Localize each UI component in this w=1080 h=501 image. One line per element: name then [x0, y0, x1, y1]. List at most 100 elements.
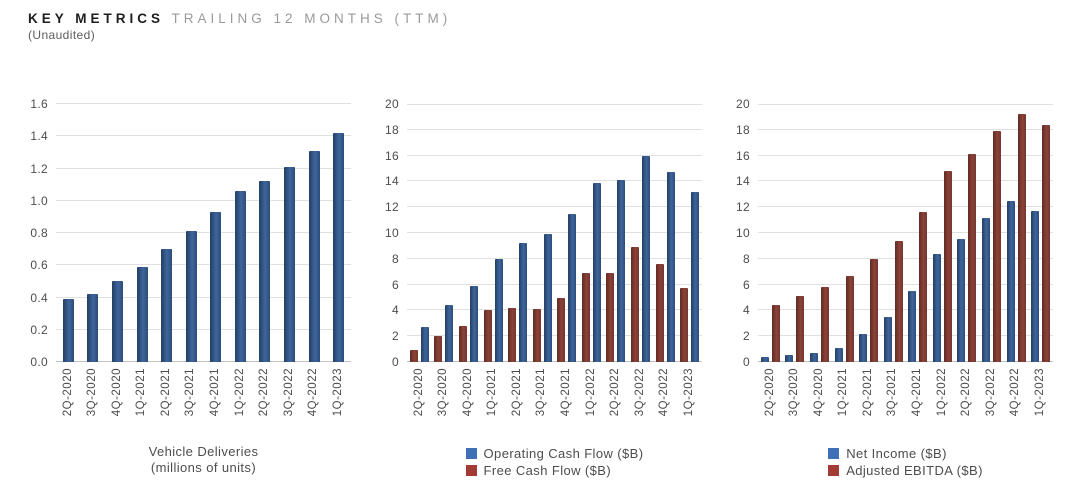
bar	[420, 327, 429, 362]
y-tick-label: 1.0	[30, 193, 48, 208]
bar	[581, 273, 590, 362]
gridline	[56, 135, 351, 137]
x-tick: 1Q-2021	[130, 368, 155, 416]
legend-item: Operating Cash Flow ($B)	[465, 445, 644, 462]
bar-group	[203, 104, 228, 362]
bar	[785, 354, 794, 362]
x-tick: 3Q-2022	[277, 368, 302, 416]
bar	[161, 249, 173, 362]
x-tick-label: 2Q-2021	[861, 368, 874, 417]
x-tick-label: 3Q-2020	[437, 368, 450, 417]
x-tick-label: 3Q-2021	[184, 368, 197, 417]
bar	[458, 325, 467, 362]
bar-group	[228, 104, 253, 362]
bar	[483, 310, 492, 362]
bars-layer	[758, 104, 1053, 362]
x-tick-label: 2Q-2021	[510, 368, 523, 417]
y-tick-label: 2	[743, 329, 750, 344]
x-tick-label: 2Q-2022	[258, 368, 271, 417]
chart-cash-flow: 0 2 4 6 8 10 12 14 16 18 20 2Q-2020 3Q-2020 4Q-2020 1…	[371, 95, 702, 479]
x-axis: 2Q-2020 3Q-2020 4Q-2020 1Q-2021 2Q-2021 3Q-20…	[20, 368, 351, 440]
x-tick: 4Q-2020	[807, 368, 832, 416]
charts-row: 0.0 0.2 0.4 0.6 0.8 1.0 1.2 1.4 1.6 2Q-2020 3Q-20…	[20, 95, 1053, 479]
bar-group	[105, 104, 130, 362]
bar-group	[758, 104, 783, 362]
y-tick-label: 6	[392, 277, 399, 292]
y-tick-label: 4	[743, 303, 750, 318]
bar	[532, 309, 541, 362]
bar	[655, 263, 664, 362]
gridline	[407, 104, 702, 105]
legend-swatch	[465, 465, 477, 476]
chart-income: 0 2 4 6 8 10 12 14 16 18 20 2Q-2020 3Q-2020 4Q-2020 1…	[722, 95, 1053, 479]
bar-group	[930, 104, 955, 362]
x-tick: 3Q-2021	[881, 368, 906, 416]
bar	[919, 212, 928, 362]
bar	[691, 191, 700, 362]
bar	[617, 180, 626, 362]
bar	[494, 258, 503, 362]
legend-label: Free Cash Flow ($B)	[483, 463, 612, 478]
gridline	[758, 154, 1053, 156]
legend-label: Net Income ($B)	[846, 446, 947, 461]
gridline	[758, 180, 1053, 182]
x-tick-label: 4Q-2022	[658, 368, 671, 417]
x-tick-label: 2Q-2021	[159, 368, 172, 417]
unaudited-note: (Unaudited)	[28, 28, 96, 42]
bar-group	[653, 104, 678, 362]
plot-row: 0 2 4 6 8 10 12 14 16 18 20	[371, 98, 702, 368]
x-tick: 4Q-2021	[203, 368, 228, 416]
bar-group	[881, 104, 906, 362]
gridline	[407, 309, 702, 311]
bar	[606, 273, 615, 362]
gridline	[56, 167, 351, 169]
gridline	[758, 309, 1053, 311]
bar-group	[302, 104, 327, 362]
bar-group	[905, 104, 930, 362]
bar	[894, 240, 903, 362]
x-tick: 4Q-2022	[653, 368, 678, 416]
gridline	[758, 104, 1053, 105]
bar	[136, 266, 148, 362]
bar	[87, 294, 99, 362]
bar-group	[807, 104, 832, 362]
x-tick: 2Q-2021	[154, 368, 179, 416]
bar-group	[481, 104, 506, 362]
title-ttm: TRAILING 12 MONTHS (TTM)	[171, 11, 452, 26]
x-tick: 1Q-2022	[930, 368, 955, 416]
x-tick: 1Q-2023	[1028, 368, 1053, 416]
y-tick-label: 4	[392, 303, 399, 318]
bar-group	[253, 104, 278, 362]
bar-group	[505, 104, 530, 362]
gridline	[758, 335, 1053, 337]
x-tick-label: 2Q-2020	[763, 368, 776, 417]
bar	[870, 258, 879, 362]
gridline	[407, 257, 702, 259]
x-tick-label: 1Q-2022	[935, 368, 948, 417]
x-tick: 3Q-2021	[530, 368, 555, 416]
bar-group	[407, 104, 432, 362]
y-tick-label: 1.6	[30, 97, 48, 111]
bar	[259, 181, 271, 362]
bar-group	[179, 104, 204, 362]
x-tick: 1Q-2022	[579, 368, 604, 416]
x-tick: 2Q-2020	[56, 368, 81, 416]
y-tick-label: 0	[392, 355, 399, 369]
bar-group	[1028, 104, 1053, 362]
x-tick: 4Q-2022	[302, 368, 327, 416]
bar-group	[456, 104, 481, 362]
legend-label: Operating Cash Flow ($B)	[483, 446, 644, 461]
bar	[845, 275, 854, 362]
x-tick-label: 3Q-2022	[633, 368, 646, 417]
bar	[185, 231, 197, 362]
legend-item: Free Cash Flow ($B)	[465, 462, 644, 479]
y-tick-label: 14	[736, 174, 750, 189]
x-tick: 4Q-2020	[105, 368, 130, 416]
plot-area	[56, 103, 351, 362]
y-axis: 0.0 0.2 0.4 0.6 0.8 1.0 1.2 1.4 1.6	[20, 98, 56, 368]
gridline	[407, 283, 702, 285]
gridline	[758, 232, 1053, 233]
x-tick-label: 4Q-2021	[209, 368, 221, 417]
y-tick-label: 0.2	[30, 322, 48, 337]
x-tick: 4Q-2022	[1004, 368, 1029, 416]
